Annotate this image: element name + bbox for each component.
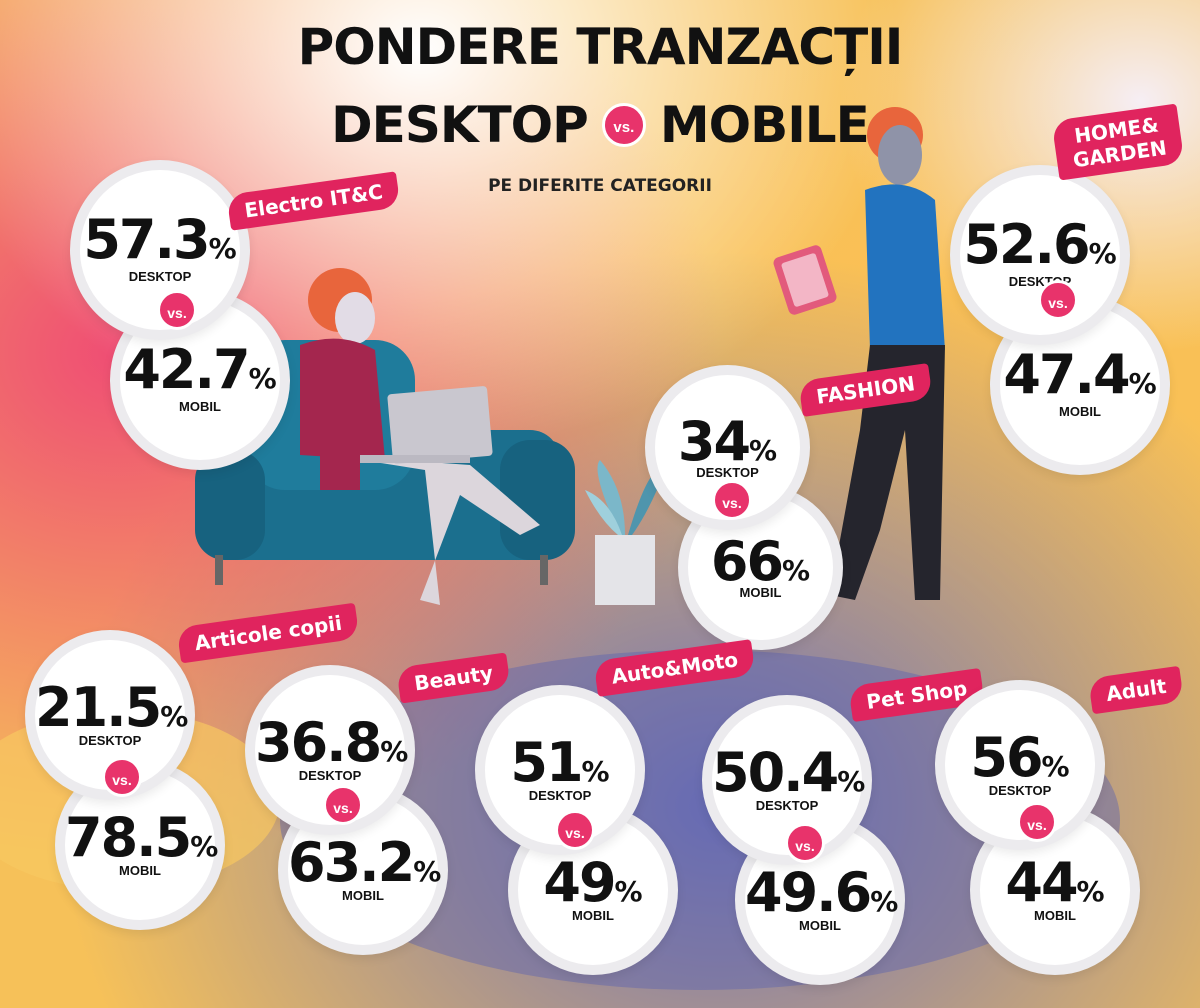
mobile-label: MOBIL [1034, 908, 1076, 923]
mobile-value: 49 [543, 851, 616, 914]
title-line-2: DESKTOP vs. MOBILE [0, 96, 1200, 154]
mobile-circle: 66% MOBIL [688, 495, 833, 640]
percent-sign: % [160, 700, 189, 733]
desktop-label: DESKTOP [696, 464, 759, 480]
desktop-value: 36.8 [255, 711, 382, 774]
mobile-percent-value: 66% [688, 530, 833, 593]
desktop-label: DESKTOP [528, 788, 592, 803]
title-desktop: DESKTOP [331, 96, 589, 154]
mobile-value: 47.4 [1003, 343, 1130, 407]
mobile-label: MOBIL [342, 888, 384, 903]
desktop-value: 52.6 [963, 213, 1090, 277]
desktop-value: 50.4 [712, 741, 839, 804]
percent-sign: % [248, 362, 277, 396]
vs-badge: vs. [712, 480, 752, 520]
mobile-percent-value: 63.2% [288, 831, 442, 894]
desktop-label: DESKTOP [755, 798, 819, 813]
page-title: PONDERE TRANZACȚII [297, 18, 904, 76]
desktop-circle: 36.8% DESKTOP [255, 675, 409, 825]
mobile-label: MOBIL [799, 918, 841, 933]
desktop-label: DESKTOP [988, 783, 1052, 798]
mobile-percent-value: 44% [980, 851, 1130, 914]
title-vs-badge: vs. [601, 103, 646, 147]
percent-sign: % [208, 232, 237, 266]
mobile-label: MOBIL [1059, 404, 1101, 420]
desktop-label: DESKTOP [298, 768, 362, 783]
mobile-percent-value: 49% [518, 851, 668, 914]
desktop-value: 57.3 [83, 208, 210, 272]
mobile-label: MOBIL [119, 863, 161, 878]
desktop-circle: 52.6% DESKTOP [960, 175, 1120, 335]
mobile-circle: 78.5% MOBIL [65, 770, 219, 920]
vs-badge: vs. [1038, 280, 1078, 320]
desktop-label: DESKTOP [1008, 274, 1072, 290]
mobile-label: MOBIL [572, 908, 614, 923]
vs-badge: vs. [555, 810, 595, 850]
mobile-circle: 63.2% MOBIL [288, 795, 442, 945]
mobile-value: 49.6 [745, 861, 872, 924]
desktop-label: DESKTOP [78, 733, 142, 748]
mobile-percent-value: 49.6% [745, 861, 899, 924]
percent-sign: % [1041, 750, 1070, 783]
percent-sign: % [1088, 237, 1117, 271]
desktop-percent-value: 36.8% [255, 711, 409, 774]
desktop-percent-value: 51% [485, 731, 635, 794]
vs-badge: vs. [785, 823, 825, 863]
percent-sign: % [1076, 875, 1105, 908]
mobile-value: 66 [710, 529, 784, 593]
vs-badge: vs. [157, 290, 197, 330]
percent-sign: % [413, 855, 442, 888]
desktop-label: DESKTOP [128, 269, 192, 285]
percent-sign: % [614, 875, 643, 908]
desktop-value: 56 [970, 726, 1043, 789]
desktop-value: 34 [677, 409, 751, 473]
percent-sign: % [190, 830, 219, 863]
vs-badge: vs. [102, 757, 142, 797]
mobile-label: MOBIL [739, 584, 782, 600]
mobile-circle: 44% MOBIL [980, 815, 1130, 965]
percent-sign: % [837, 765, 866, 798]
mobile-value: 78.5 [65, 806, 192, 869]
mobile-value: 63.2 [288, 831, 415, 894]
percent-sign: % [870, 885, 899, 918]
mobile-value: 44 [1005, 851, 1078, 914]
desktop-percent-value: 56% [945, 726, 1095, 789]
vs-badge: vs. [1017, 802, 1057, 842]
mobile-percent-value: 42.7% [120, 338, 280, 401]
percent-sign: % [782, 553, 811, 587]
subtitle: PE DIFERITE CATEGORII [488, 176, 712, 196]
mobile-value: 42.7 [123, 338, 250, 402]
desktop-percent-value: 52.6% [960, 213, 1120, 276]
percent-sign: % [380, 735, 409, 768]
mobile-label: MOBIL [179, 399, 221, 415]
desktop-percent-value: 21.5% [35, 676, 189, 739]
desktop-percent-value: 57.3% [80, 208, 240, 271]
desktop-percent-value: 34% [655, 410, 800, 473]
mobile-percent-value: 47.4% [1000, 343, 1160, 406]
desktop-circle: 50.4% DESKTOP [712, 705, 866, 855]
desktop-value: 51 [510, 731, 583, 794]
desktop-percent-value: 50.4% [712, 741, 866, 804]
vs-badge: vs. [323, 785, 363, 825]
percent-sign: % [581, 755, 610, 788]
mobile-percent-value: 78.5% [65, 806, 219, 869]
desktop-value: 21.5 [35, 676, 162, 739]
title-mobile: MOBILE [659, 96, 870, 154]
percent-sign: % [1128, 367, 1157, 401]
percent-sign: % [749, 433, 778, 467]
